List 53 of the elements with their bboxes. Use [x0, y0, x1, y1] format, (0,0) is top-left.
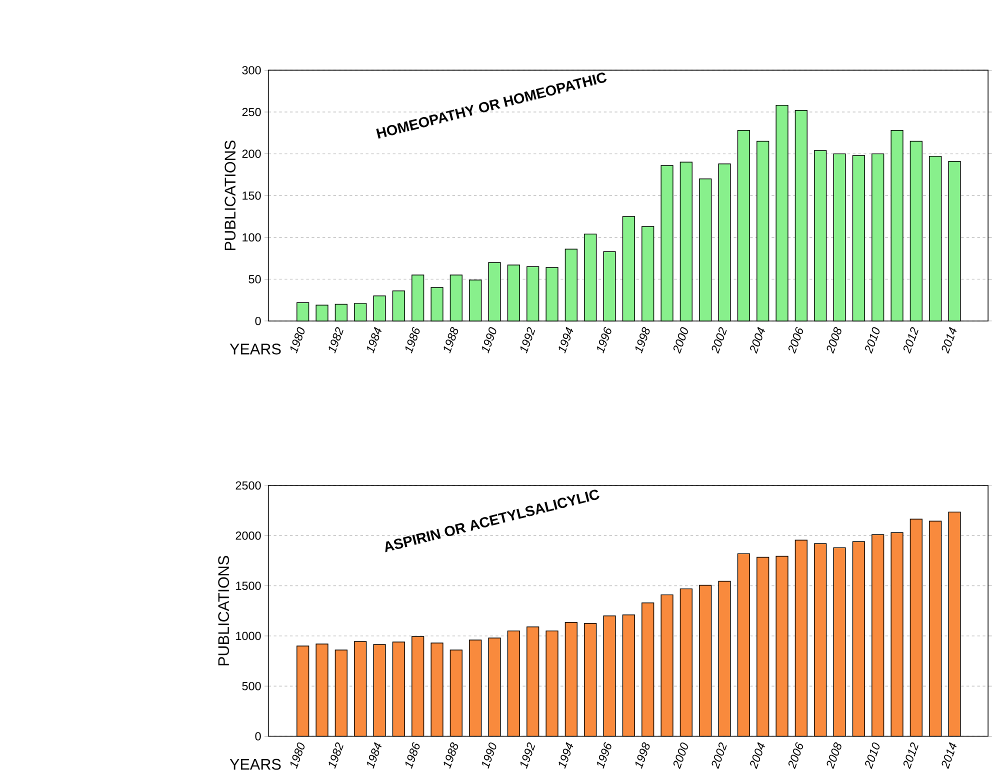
x-tick-label: 1990: [482, 742, 496, 769]
x-tick-label: 1984: [367, 742, 382, 769]
y-axis-title: PUBLICATIONS: [224, 140, 236, 250]
x-tick-label: 1992: [520, 327, 536, 354]
x-tick-label: 1982: [328, 327, 344, 354]
y-tick-label: 1000: [236, 632, 261, 640]
y-tick-label: 300: [242, 66, 261, 74]
x-tick-label: 1996: [597, 327, 612, 354]
y-tick-label: 150: [242, 192, 261, 200]
x-tick-label: 2006: [788, 742, 803, 770]
x-tick-label: 2006: [788, 327, 803, 354]
x-tick-label: 2004: [750, 742, 765, 770]
x-tick-label: 2014: [942, 326, 957, 354]
x-tick-label: 2008: [826, 327, 842, 354]
x-tick-label: 2002: [712, 742, 727, 770]
x-tick-label: 2000: [673, 742, 688, 770]
y-tick-label: 1500: [236, 582, 261, 590]
x-tick-label: 1998: [635, 327, 650, 354]
x-tick-label: 2014: [942, 742, 957, 770]
y-tick-label: 500: [242, 682, 261, 690]
y-tick-label: 0: [255, 316, 261, 326]
x-tick-label: 2010: [865, 742, 880, 770]
x-tick-label: 2002: [712, 327, 727, 354]
x-tick-label: 2012: [903, 327, 918, 354]
x-tick-label: 2000: [673, 327, 688, 354]
y-tick-label: 0: [255, 732, 261, 740]
y-tick-label: 50: [248, 275, 261, 284]
x-tick-label: 1984: [367, 326, 382, 354]
x-tick-label: 1986: [405, 742, 420, 769]
y-tick-label: 100: [242, 233, 261, 242]
x-tick-label: 2008: [826, 742, 842, 770]
y-tick-label: 200: [242, 150, 261, 158]
x-axis-title: YEARS: [230, 344, 281, 355]
x-tick-label: 1988: [444, 742, 458, 769]
x-tick-label: 1980: [290, 742, 305, 769]
x-tick-label: 1998: [635, 742, 650, 769]
x-tick-label: 1986: [405, 327, 420, 354]
y-tick-label: 250: [242, 108, 261, 116]
y-tick-label: 2000: [236, 532, 261, 540]
y-axis-title: PUBLICATIONS: [218, 556, 230, 666]
x-tick-label: 1996: [597, 742, 612, 769]
x-tick-label: 1990: [482, 327, 496, 354]
x-tick-label: 1992: [520, 742, 536, 769]
x-tick-label: 2012: [903, 742, 918, 770]
x-tick-label: 1988: [444, 327, 458, 354]
x-tick-label: 1980: [290, 327, 305, 354]
y-tick-label: 2500: [236, 481, 261, 490]
x-tick-label: 1994: [558, 326, 574, 354]
x-tick-label: 1982: [328, 742, 344, 769]
x-tick-label: 2004: [750, 326, 765, 354]
x-tick-label: 2010: [865, 327, 880, 354]
x-axis-title: YEARS: [230, 758, 281, 770]
x-tick-label: 1994: [558, 742, 574, 769]
